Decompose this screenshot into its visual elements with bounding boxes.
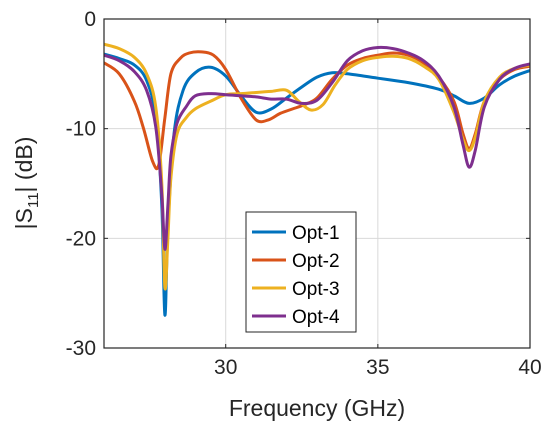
legend-label: Opt-3 (292, 279, 340, 300)
series-line-opt-4 (104, 45, 530, 251)
y-axis-title-prefix: |S (11, 208, 37, 229)
axis-ticks (104, 18, 531, 349)
plot-frame (103, 18, 531, 349)
x-tick-label: 40 (518, 356, 541, 379)
legend-label: Opt-2 (292, 251, 340, 272)
y-tick-label: -30 (66, 337, 96, 360)
x-axis-title: Frequency (GHz) (229, 395, 405, 421)
legend: Opt-1 Opt-2 Opt-3 Opt-4 (245, 211, 357, 333)
y-axis-title-subscript: 11 (25, 192, 42, 208)
tick-labels: 30 35 40 0 -10 -20 -30 (66, 8, 542, 379)
legend-label: Opt-1 (292, 223, 340, 244)
series-line-opt-2 (104, 50, 530, 171)
legend-label: Opt-4 (292, 307, 340, 328)
y-axis-title-suffix: | (dB) (11, 137, 37, 193)
y-tick-label: -10 (66, 118, 96, 141)
y-axis-title: |S11| (dB) (11, 137, 42, 230)
y-tick-label: -20 (66, 227, 96, 250)
x-tick-label: 35 (366, 356, 389, 379)
series-lines (104, 42, 530, 317)
x-tick-label: 30 (214, 356, 237, 379)
y-tick-label: 0 (84, 8, 96, 31)
